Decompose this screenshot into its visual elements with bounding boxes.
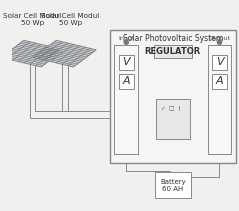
Bar [154,45,192,58]
Text: Battery: Battery [160,179,186,185]
Text: Input: Input [118,36,134,41]
Text: A: A [122,76,130,86]
Bar [212,74,227,89]
Circle shape [124,40,128,44]
Text: Solar Photovoltaic System: Solar Photovoltaic System [123,34,223,43]
Polygon shape [33,40,96,67]
Text: !: ! [178,106,181,112]
Text: Solar Cell Modul
50 Wp: Solar Cell Modul 50 Wp [3,13,62,26]
Text: 60 AH: 60 AH [162,186,184,192]
Text: REGULATOR: REGULATOR [145,47,201,56]
Bar [155,172,191,198]
Bar [110,30,236,163]
Text: □: □ [168,106,174,111]
Bar [156,99,190,139]
Bar [119,55,134,70]
Text: ✓: ✓ [160,106,165,111]
Text: V: V [122,57,130,67]
Text: Solar Cell Modul
50 Wp: Solar Cell Modul 50 Wp [41,13,100,26]
Polygon shape [1,40,64,67]
Text: A: A [216,76,223,86]
Bar [114,45,138,154]
Bar [119,74,134,89]
Circle shape [217,40,222,44]
Bar [212,55,227,70]
Text: V: V [216,57,223,67]
Bar [208,45,231,154]
Text: Output: Output [208,36,230,41]
